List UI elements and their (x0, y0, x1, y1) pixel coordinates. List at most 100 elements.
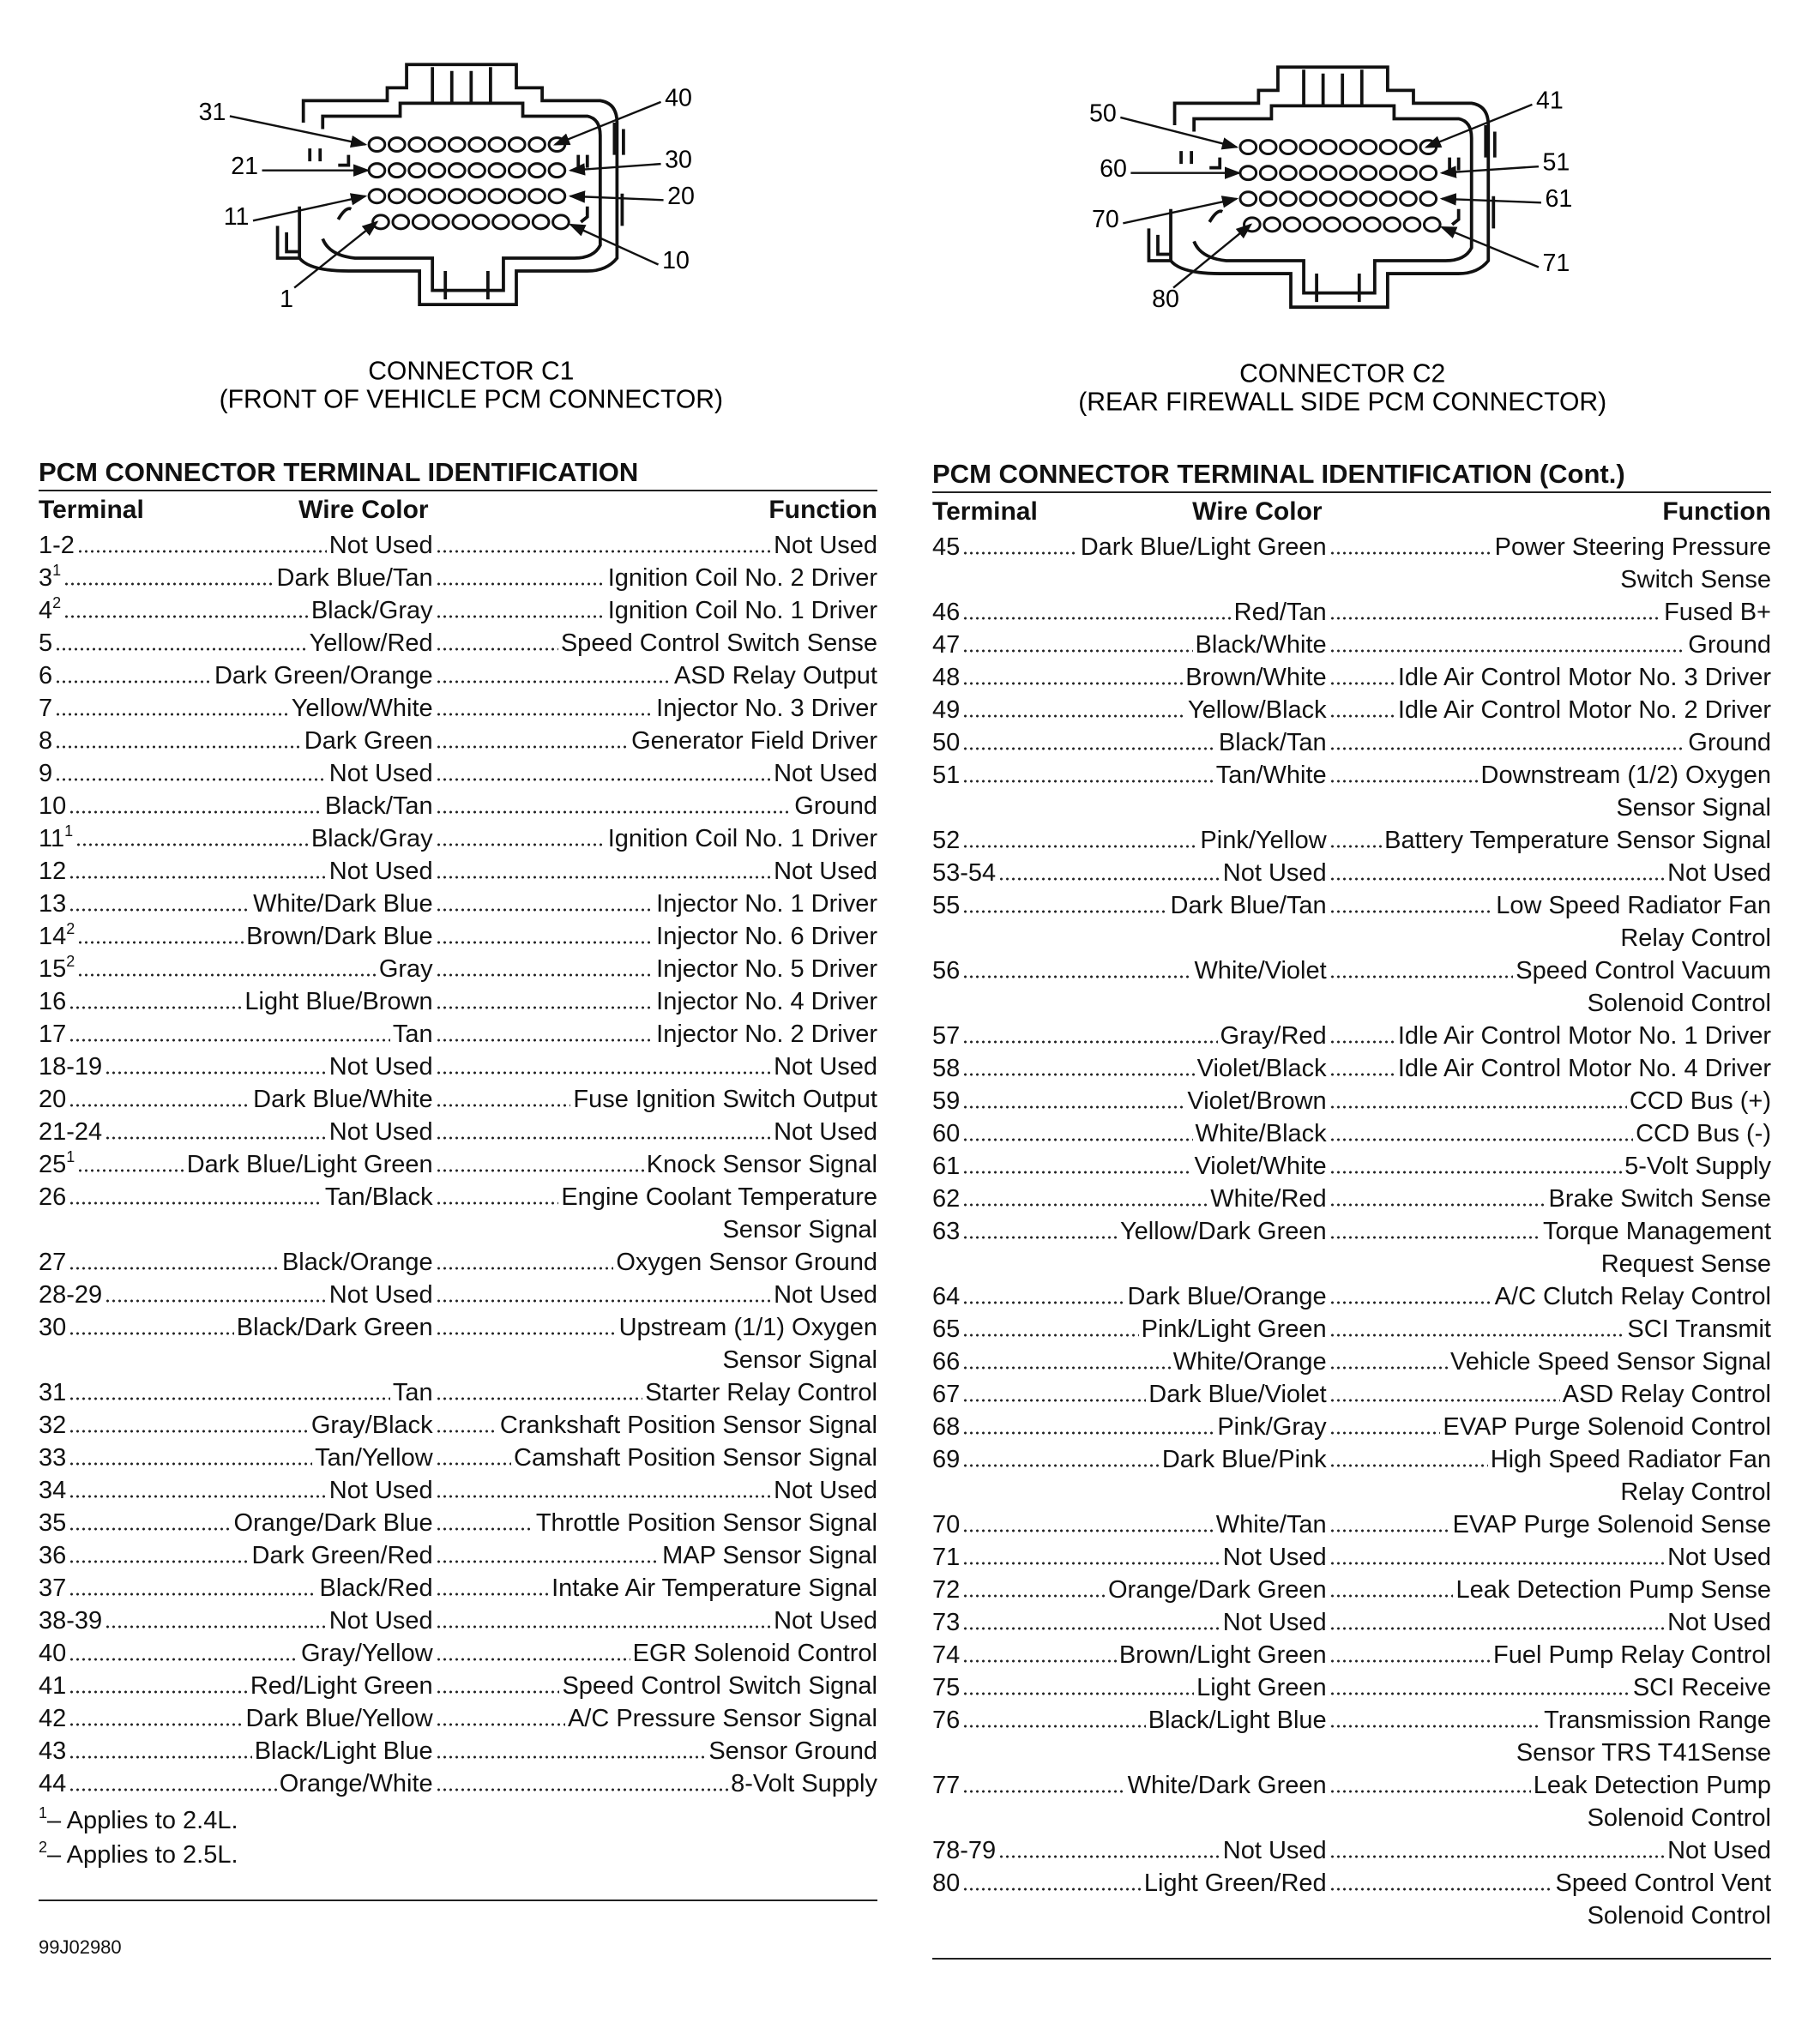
leader-dots (435, 1430, 497, 1433)
table-row: 43 Black/Light Blue Sensor Ground (39, 1735, 877, 1767)
row-left: 5 Yellow/Red (39, 627, 433, 659)
table-row: 61 Violet/White 5-Volt Supply (932, 1150, 1771, 1183)
pin-label: 50 (1089, 99, 1117, 127)
leader-dots (69, 1788, 277, 1791)
table-row: 58 Violet/Black Idle Air Control Motor No.… (932, 1052, 1771, 1085)
table-row: 34 Not Used Not Used (39, 1474, 877, 1507)
row-right: Ground (1327, 726, 1771, 759)
row-left: 36 Dark Green/Red (39, 1539, 433, 1572)
leader-dots (1329, 1562, 1666, 1565)
terminal-number: 48 (932, 664, 961, 691)
terminal: 7 (39, 692, 52, 725)
table-title: PCM CONNECTOR TERMINAL IDENTIFICATION (39, 457, 639, 487)
figure-code: 99J02980 (39, 1936, 122, 1958)
leader-dots (1329, 1399, 1560, 1402)
pin-hole (1362, 216, 1382, 233)
pin-hole (1318, 165, 1338, 182)
pin-hole (1279, 190, 1298, 208)
terminal: 62 (932, 1183, 960, 1215)
wire-color: Gray (378, 955, 433, 983)
table-row: 13 White/Dark Blue Injector No. 1 Driver (39, 888, 877, 920)
row-right: Not Used (1327, 857, 1771, 889)
function-continued: Solenoid Control (1587, 990, 1771, 1017)
row-left: 44 Orange/White (39, 1767, 433, 1800)
function: Injector No. 6 Driver (656, 923, 877, 950)
leader-dots (69, 1430, 309, 1433)
row-right: Idle Air Control Motor No. 1 Driver (1327, 1020, 1771, 1052)
leader-dots (435, 1658, 630, 1661)
terminal-number: 50 (932, 729, 961, 756)
row-right: Idle Air Control Motor No. 3 Driver (1327, 661, 1771, 694)
terminal-number: 47 (932, 631, 961, 659)
row-right: CCD Bus (+) (1327, 1085, 1771, 1117)
terminal-number: 14 (39, 923, 67, 950)
function: Idle Air Control Motor No. 1 Driver (1397, 1022, 1771, 1050)
row-left: 70 White/Tan (932, 1508, 1327, 1541)
footnote-mark: 2 (39, 1839, 48, 1856)
wire-color: Dark Blue/Violet (1148, 1381, 1327, 1408)
connector-c1: 31 40 21 30 11 20 1 10 CONNECTOR C1(FRONT OF VEH… (199, 63, 723, 414)
leader-dots (962, 1138, 1193, 1141)
table-row: 17 Tan Injector No. 2 Driver (39, 1018, 877, 1051)
terminal-number: 13 (39, 890, 67, 918)
leader-dots (1329, 747, 1686, 750)
row-right: Injector No. 3 Driver (433, 692, 877, 725)
function: Injector No. 5 Driver (656, 955, 877, 983)
row-right: Speed Control Vacuum (1327, 954, 1771, 987)
function: Not Used (774, 1053, 877, 1081)
leader-dots (962, 780, 1214, 783)
row-left: 8 Dark Green (39, 725, 433, 757)
leader-dots (435, 941, 654, 944)
leader-dots (69, 876, 327, 879)
pin-leader (1172, 223, 1253, 289)
pin-hole (527, 162, 546, 179)
wire-color: Tan (392, 1379, 433, 1406)
terminal-number: 35 (39, 1509, 67, 1537)
row-left: 66 White/Orange (932, 1346, 1327, 1378)
wire-color: Brown/Dark Blue (246, 923, 433, 950)
terminal-number: 43 (39, 1737, 67, 1765)
function: Not Used (1667, 1837, 1771, 1864)
terminal: 67 (932, 1378, 960, 1411)
leader-dots (1329, 682, 1395, 685)
pin-hole (367, 162, 387, 179)
terminal-number: 78-79 (932, 1837, 997, 1864)
connector-caption: CONNECTOR C2 (1239, 359, 1445, 388)
pin-hole (547, 188, 567, 205)
terminal: 31 (39, 562, 61, 594)
wire-color: Not Used (1222, 859, 1327, 887)
table-row: 56 White/Violet Speed Control Vacuum (932, 954, 1771, 987)
leader-dots (69, 1723, 244, 1726)
wire-color: Red/Tan (1233, 599, 1327, 626)
leader-dots (435, 1136, 772, 1140)
leader-dots (69, 1397, 390, 1400)
table-row: 76 Black/Light Blue Transmission Range (932, 1704, 1771, 1737)
pin-hole (547, 162, 567, 179)
pin-label: 40 (665, 84, 692, 111)
function: Ignition Coil No. 1 Driver (607, 825, 877, 852)
function-continued: Sensor Signal (722, 1346, 877, 1374)
terminal: 50 (932, 726, 960, 759)
wire-color: Yellow/White (291, 695, 433, 722)
row-right: Upstream (1/1) Oxygen (433, 1311, 877, 1344)
wire-color: Dark Blue/Tan (1170, 892, 1327, 919)
terminal-number: 20 (39, 1086, 67, 1113)
row-left: 7 Yellow/White (39, 692, 433, 725)
terminal: 43 (39, 1735, 66, 1767)
row-right: Battery Temperature Sensor Signal (1327, 824, 1771, 857)
leader-dots (435, 582, 606, 586)
terminal-number: 60 (932, 1120, 961, 1147)
column-header: Terminal (39, 496, 144, 524)
row-right: Injector No. 5 Driver (433, 953, 877, 985)
terminal-number: 10 (39, 792, 67, 820)
table-row: 38-39 Not Used Not Used (39, 1605, 877, 1637)
terminal: 57 (932, 1020, 960, 1052)
terminal-table: PCM CONNECTOR TERMINAL IDENTIFICATION (C… (932, 457, 1771, 1932)
row-right: Intake Air Temperature Signal (433, 1572, 877, 1605)
table-row: 68 Pink/Gray EVAP Purge Solenoid Control (932, 1411, 1771, 1443)
terminal-number: 61 (932, 1153, 961, 1180)
terminal: 30 (39, 1311, 66, 1344)
wire-color: Light Green (1196, 1674, 1327, 1701)
function: Sensor Ground (708, 1737, 877, 1765)
row-right: 8-Volt Supply (433, 1767, 877, 1800)
